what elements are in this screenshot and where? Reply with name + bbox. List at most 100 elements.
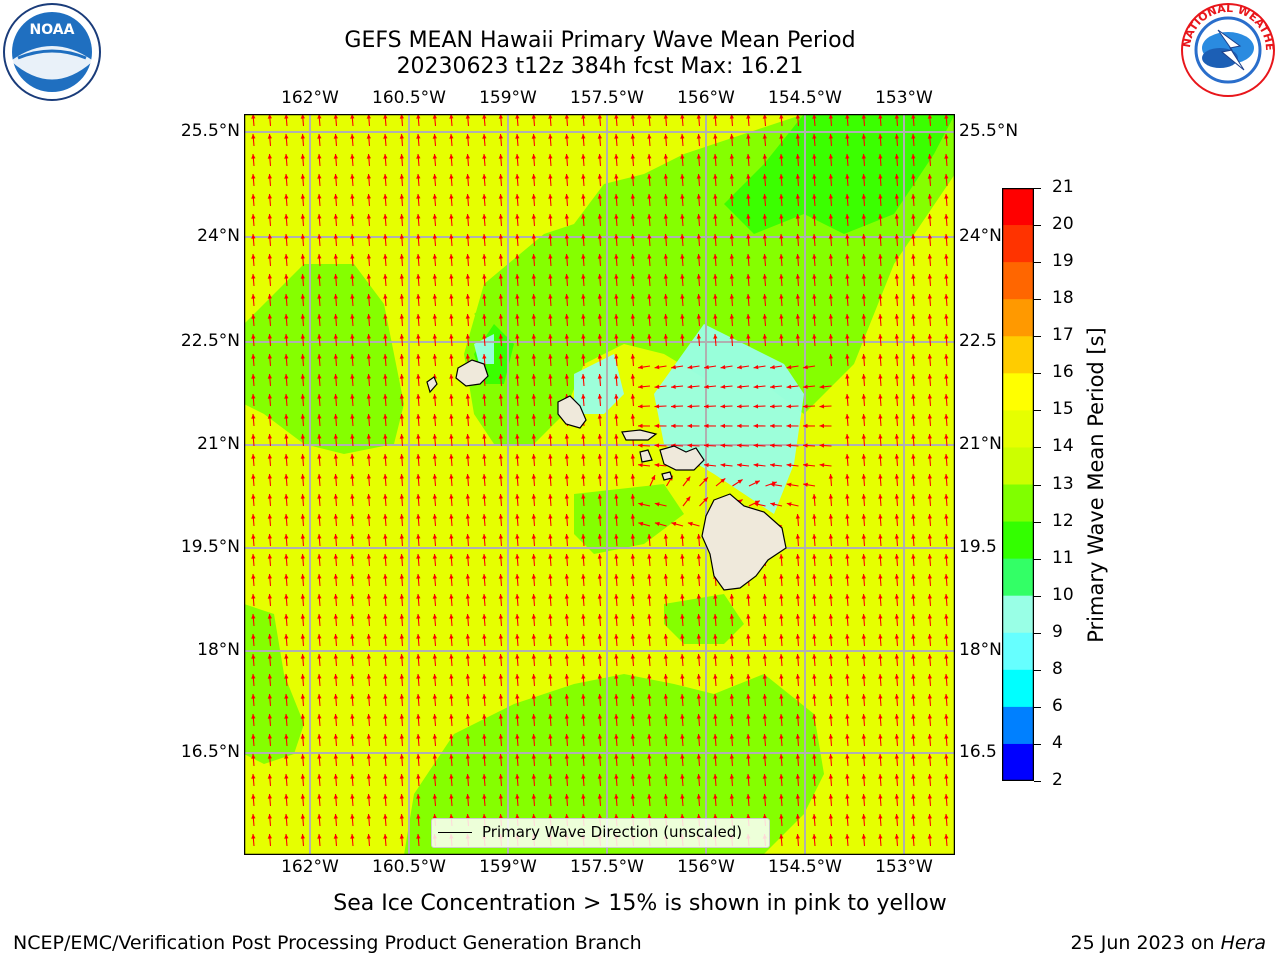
wave-arrow-head <box>251 654 256 659</box>
wave-arrow-head <box>350 534 355 539</box>
wave-arrow-head <box>663 114 668 119</box>
wave-arrow-head <box>465 514 470 519</box>
wave-arrow-head <box>548 714 553 719</box>
wave-arrow-head <box>548 694 553 699</box>
legend-line-sample <box>438 832 472 833</box>
wave-arrow-head <box>300 354 305 359</box>
wave-arrow-head <box>944 834 949 839</box>
wave-arrow-head <box>927 814 932 819</box>
wave-arrow-head <box>498 614 503 619</box>
wave-arrow-head <box>251 254 256 259</box>
wave-arrow-head <box>894 374 899 379</box>
wave-arrow-head <box>894 214 899 219</box>
wave-arrow-head <box>498 554 503 559</box>
wave-arrow-head <box>383 634 388 639</box>
wave-arrow-head <box>746 254 751 259</box>
wave-arrow-head <box>399 454 404 459</box>
wave-arrow-head <box>927 534 932 539</box>
wave-arrow-head <box>663 274 668 279</box>
wave-arrow-head <box>383 534 388 539</box>
wave-arrow-head <box>564 714 569 719</box>
wave-arrow-head <box>795 254 800 259</box>
wave-arrow-head <box>284 314 289 319</box>
wave-arrow-head <box>432 214 437 219</box>
wave-arrow-head <box>482 794 487 799</box>
wave-arrow-head <box>911 194 916 199</box>
wave-arrow-head <box>416 394 421 399</box>
wave-arrow-head <box>746 154 751 159</box>
wave-arrow-head <box>894 174 899 179</box>
colorbar-tick-label: 2 <box>1052 770 1063 790</box>
wave-arrow-head <box>878 334 883 339</box>
wave-arrow-head <box>449 314 454 319</box>
wave-arrow-head <box>680 734 685 739</box>
wave-arrow-head <box>284 414 289 419</box>
wave-arrow-head <box>548 314 553 319</box>
wave-arrow-head <box>399 574 404 579</box>
wave-arrow-head <box>779 754 784 759</box>
wave-arrow-head <box>729 194 734 199</box>
wave-arrow-head <box>465 394 470 399</box>
wave-arrow-head <box>779 274 784 279</box>
wave-arrow-head <box>845 834 850 839</box>
wave-arrow-head <box>845 234 850 239</box>
wave-arrow-head <box>878 414 883 419</box>
wave-arrow-head <box>432 794 437 799</box>
colorbar-tick-label: 4 <box>1052 732 1063 753</box>
wave-arrow-head <box>267 734 272 739</box>
wave-arrow-head <box>704 423 709 429</box>
wave-arrow-head <box>944 674 949 679</box>
wave-arrow-head <box>696 174 701 179</box>
wave-arrow-head <box>515 114 520 119</box>
wave-arrow-head <box>350 274 355 279</box>
wave-arrow-head <box>284 494 289 499</box>
wave-arrow-head <box>515 614 520 619</box>
wave-arrow-head <box>333 354 338 359</box>
wave-arrow-head <box>944 434 949 439</box>
colorbar-tick-label: 14 <box>1052 436 1074 457</box>
island-maui <box>659 445 705 471</box>
wave-arrow-head <box>680 154 685 159</box>
wave-arrow-head <box>779 634 784 639</box>
wave-arrow-head <box>581 294 586 299</box>
wave-arrow-head <box>531 494 536 499</box>
wave-arrow-head <box>630 394 635 399</box>
wave-arrow-head <box>581 534 586 539</box>
wave-arrow-head <box>564 574 569 579</box>
wave-arrow-head <box>531 414 536 419</box>
wave-arrow-head <box>350 254 355 259</box>
wave-arrow-head <box>564 594 569 599</box>
wave-arrow-head <box>432 714 437 719</box>
wave-arrow-head <box>812 554 817 559</box>
wave-arrow-head <box>597 194 602 199</box>
wave-arrow-head <box>350 334 355 339</box>
wave-arrow-head <box>861 494 866 499</box>
wave-arrow-head <box>927 254 932 259</box>
wave-arrow-head <box>861 294 866 299</box>
wave-arrow-head <box>894 274 899 279</box>
wave-arrow-head <box>762 194 767 199</box>
wave-arrow-head <box>366 814 371 819</box>
wave-arrow-head <box>927 454 932 459</box>
wave-arrow-head <box>713 254 718 259</box>
wave-arrow-head <box>663 674 668 679</box>
wave-arrow-head <box>333 314 338 319</box>
wave-arrow-head <box>267 834 272 839</box>
wave-arrow-head <box>597 534 602 539</box>
wave-arrow-head <box>366 614 371 619</box>
wave-arrow-head <box>911 254 916 259</box>
wave-arrow-head <box>416 774 421 779</box>
wave-arrow-head <box>399 334 404 339</box>
wave-arrow-head <box>548 514 553 519</box>
wave-arrow-head <box>267 234 272 239</box>
wave-arrow-head <box>630 474 635 479</box>
wave-arrow-head <box>614 514 619 519</box>
wave-arrow-head <box>300 714 305 719</box>
wave-arrow-head <box>597 754 602 759</box>
wave-arrow-head <box>729 734 734 739</box>
wave-arrow-head <box>399 694 404 699</box>
wave-arrow-head <box>713 774 718 779</box>
wave-arrow-head <box>647 634 652 639</box>
wave-arrow-head <box>366 114 371 119</box>
wave-arrow-head <box>267 574 272 579</box>
